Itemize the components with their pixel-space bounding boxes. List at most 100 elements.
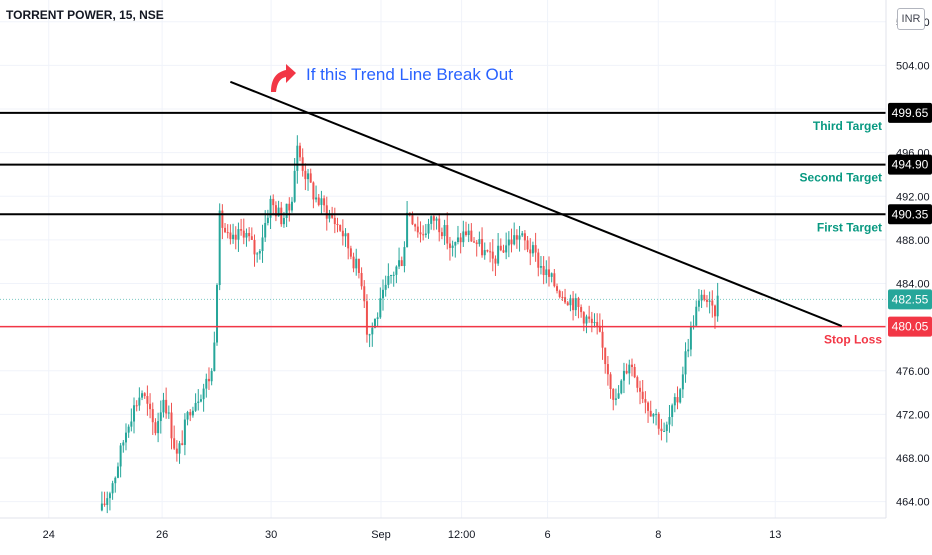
candle-body	[100, 503, 103, 511]
x-tick-label: 24	[43, 529, 55, 541]
candle-body	[240, 229, 243, 231]
price-axis[interactable]: 464.00468.00472.00476.00480.00484.00488.…	[885, 0, 932, 550]
candle-body	[655, 413, 658, 415]
x-tick-label: 12:00	[448, 529, 476, 541]
candle-body	[456, 237, 459, 242]
candle-body	[416, 226, 419, 233]
candle-body	[266, 217, 269, 223]
candle-body	[226, 232, 229, 234]
candle-body	[285, 203, 288, 218]
candle-body	[304, 170, 307, 180]
candle-body	[315, 197, 318, 200]
candle-body	[588, 316, 591, 319]
candle-body	[183, 419, 186, 445]
candle-body	[430, 216, 433, 224]
candle-body	[593, 322, 596, 324]
x-tick-label: Sep	[371, 529, 391, 541]
x-tick-label: 30	[265, 529, 277, 541]
candle-body	[390, 274, 393, 276]
candle-body	[529, 249, 532, 254]
candle-body	[288, 203, 291, 211]
candle-body	[210, 371, 213, 382]
candle-body	[470, 230, 473, 242]
candle-body	[165, 399, 168, 414]
price-axis-bg	[886, 0, 932, 550]
candle-body	[379, 298, 382, 318]
candle-body	[213, 342, 216, 372]
candle-body	[103, 503, 106, 505]
candle-body	[186, 412, 189, 420]
price-tag-label: 480.05	[892, 320, 929, 334]
candle-body	[154, 422, 157, 434]
candle-body	[269, 198, 272, 218]
candle-body	[713, 305, 716, 317]
candle-body	[371, 327, 374, 335]
candle-body	[464, 231, 467, 236]
candle-body	[652, 413, 655, 417]
candle-body	[258, 250, 261, 254]
candle-body	[282, 217, 285, 225]
candle-body	[665, 424, 668, 431]
time-axis[interactable]: 24 26 30 Sep 12:00 6 8 13	[0, 517, 932, 550]
candlesticks[interactable]	[100, 135, 719, 514]
y-tick-label: 472.00	[896, 409, 930, 421]
candle-body	[494, 258, 497, 264]
candle-body	[250, 236, 253, 240]
candle-body	[403, 247, 406, 267]
price-levels[interactable]: Third Target Second Target First Target Sto…	[0, 111, 886, 347]
candle-body	[432, 216, 435, 221]
y-tick-label: 504.00	[896, 60, 930, 72]
candle-body	[633, 367, 636, 378]
price-tag-label: 490.35	[892, 207, 929, 221]
candle-body	[199, 399, 202, 402]
candle-body	[167, 412, 170, 414]
candle-body	[411, 215, 414, 225]
candle-body	[537, 252, 540, 268]
candle-body	[612, 389, 615, 400]
candle-body	[502, 250, 505, 253]
candle-body	[216, 285, 219, 343]
candle-body	[700, 294, 703, 301]
candle-body	[489, 251, 492, 253]
candle-body	[124, 432, 127, 443]
currency-button[interactable]: INR	[897, 8, 925, 30]
candle-body	[133, 405, 136, 422]
candle-body	[513, 235, 516, 245]
candle-body	[141, 393, 144, 398]
candle-body	[473, 241, 476, 243]
trend-line[interactable]	[229, 80, 843, 327]
candle-body	[406, 212, 409, 248]
candle-body	[256, 253, 259, 255]
candle-body	[499, 245, 502, 251]
price-tag-label: 494.90	[892, 158, 929, 172]
trend-line-group[interactable]	[229, 80, 843, 327]
candle-body	[622, 370, 625, 381]
price-tag	[888, 289, 932, 310]
candle-body	[309, 173, 312, 183]
candle-body	[660, 428, 663, 432]
candle-body	[630, 364, 633, 368]
candle-body	[307, 173, 310, 180]
candle-body	[159, 412, 162, 422]
candle-body	[205, 378, 208, 389]
candle-body	[467, 230, 470, 236]
candle-body	[561, 296, 564, 298]
candle-body	[620, 380, 623, 394]
candle-body	[414, 224, 417, 227]
candle-body	[245, 232, 248, 238]
candle-body	[392, 274, 395, 276]
candle-body	[478, 239, 481, 245]
candle-body	[272, 198, 275, 206]
candle-body	[676, 397, 679, 403]
candle-body	[448, 243, 451, 248]
y-tick-label: 484.00	[896, 279, 930, 291]
candle-body	[491, 251, 494, 259]
annotation-text: If this Trend Line Break Out	[306, 65, 513, 84]
price-tag-label: 482.55	[892, 292, 929, 306]
candle-body	[614, 398, 617, 400]
candle-body	[237, 229, 240, 240]
candle-body	[336, 224, 339, 226]
candle-body	[175, 448, 178, 454]
